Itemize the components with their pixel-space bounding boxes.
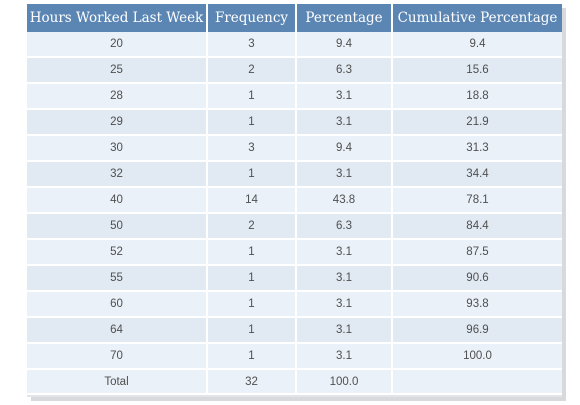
- cell-percentage: 43.8: [296, 187, 393, 214]
- cell-cumulative: 78.1: [392, 187, 562, 214]
- cell-hours: 52: [27, 239, 208, 266]
- cell-frequency: 2: [207, 57, 297, 84]
- cell-cumulative: 9.4: [392, 32, 562, 58]
- table-row: 30 3 9.4 31.3: [27, 135, 562, 162]
- cell-cumulative: 21.9: [392, 109, 562, 136]
- cell-hours: 55: [27, 265, 208, 292]
- table-row: 60 1 3.1 93.8: [27, 291, 562, 318]
- cell-cumulative: 93.8: [392, 291, 562, 318]
- cell-cumulative: 90.6: [392, 265, 562, 292]
- cell-frequency: 1: [207, 109, 297, 136]
- table-row: 29 1 3.1 21.9: [27, 109, 562, 136]
- cell-percentage: 9.4: [296, 32, 393, 58]
- table-row: 20 3 9.4 9.4: [27, 32, 562, 58]
- table-body: 20 3 9.4 9.4 25 2 6.3 15.6 28 1 3.1 18.8…: [27, 32, 562, 395]
- table-row: 32 1 3.1 34.4: [27, 161, 562, 188]
- cell-cumulative: 87.5: [392, 239, 562, 266]
- cell-percentage: 3.1: [296, 109, 393, 136]
- cell-percentage: 6.3: [296, 213, 393, 240]
- cell-hours: 50: [27, 213, 208, 240]
- header-percentage: Percentage: [296, 4, 393, 32]
- cell-percentage: 6.3: [296, 57, 393, 84]
- cell-frequency: 1: [207, 83, 297, 110]
- cell-cumulative: 18.8: [392, 83, 562, 110]
- total-label: Total: [27, 369, 208, 395]
- cell-percentage: 3.1: [296, 161, 393, 188]
- table-header: Hours Worked Last Week Frequency Percent…: [27, 4, 562, 32]
- header-row: Hours Worked Last Week Frequency Percent…: [27, 4, 562, 32]
- cell-cumulative: 96.9: [392, 317, 562, 344]
- header-cumulative-percentage: Cumulative Percentage: [392, 4, 562, 32]
- total-row: Total 32 100.0: [27, 369, 562, 395]
- cell-hours: 30: [27, 135, 208, 162]
- cell-percentage: 3.1: [296, 343, 393, 370]
- cell-percentage: 3.1: [296, 265, 393, 292]
- cell-frequency: 1: [207, 265, 297, 292]
- table-row: 50 2 6.3 84.4: [27, 213, 562, 240]
- frequency-table: Hours Worked Last Week Frequency Percent…: [27, 4, 562, 395]
- table-row: 70 1 3.1 100.0: [27, 343, 562, 370]
- cell-hours: 64: [27, 317, 208, 344]
- cell-frequency: 1: [207, 291, 297, 318]
- table-row: 52 1 3.1 87.5: [27, 239, 562, 266]
- cell-percentage: 9.4: [296, 135, 393, 162]
- cell-percentage: 3.1: [296, 291, 393, 318]
- table-row: 40 14 43.8 78.1: [27, 187, 562, 214]
- total-percentage: 100.0: [296, 369, 393, 395]
- frequency-table-container: Hours Worked Last Week Frequency Percent…: [27, 4, 562, 397]
- cell-frequency: 1: [207, 343, 297, 370]
- cell-percentage: 3.1: [296, 239, 393, 266]
- cell-hours: 32: [27, 161, 208, 188]
- cell-hours: 20: [27, 32, 208, 58]
- cell-percentage: 3.1: [296, 317, 393, 344]
- cell-frequency: 3: [207, 32, 297, 58]
- cell-hours: 60: [27, 291, 208, 318]
- cell-frequency: 1: [207, 239, 297, 266]
- total-frequency: 32: [207, 369, 297, 395]
- cell-frequency: 14: [207, 187, 297, 214]
- cell-frequency: 2: [207, 213, 297, 240]
- header-frequency: Frequency: [207, 4, 297, 32]
- cell-cumulative: 31.3: [392, 135, 562, 162]
- cell-hours: 40: [27, 187, 208, 214]
- cell-hours: 28: [27, 83, 208, 110]
- table-row: 55 1 3.1 90.6: [27, 265, 562, 292]
- total-cumulative: [392, 369, 562, 395]
- table-row: 25 2 6.3 15.6: [27, 57, 562, 84]
- cell-percentage: 3.1: [296, 83, 393, 110]
- cell-hours: 70: [27, 343, 208, 370]
- table-row: 64 1 3.1 96.9: [27, 317, 562, 344]
- cell-cumulative: 100.0: [392, 343, 562, 370]
- cell-frequency: 3: [207, 135, 297, 162]
- cell-cumulative: 15.6: [392, 57, 562, 84]
- cell-hours: 25: [27, 57, 208, 84]
- cell-cumulative: 34.4: [392, 161, 562, 188]
- cell-frequency: 1: [207, 317, 297, 344]
- cell-frequency: 1: [207, 161, 297, 188]
- cell-cumulative: 84.4: [392, 213, 562, 240]
- table-row: 28 1 3.1 18.8: [27, 83, 562, 110]
- header-hours-worked: Hours Worked Last Week: [27, 4, 208, 32]
- cell-hours: 29: [27, 109, 208, 136]
